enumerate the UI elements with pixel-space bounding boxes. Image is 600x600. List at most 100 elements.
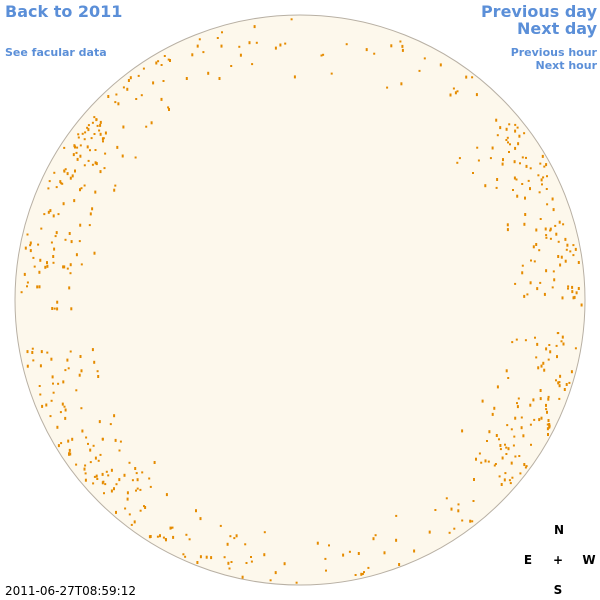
facula-speck [69, 263, 72, 267]
facula-speck [558, 384, 561, 388]
facula-speck [536, 342, 539, 346]
facula-speck [184, 555, 187, 558]
facula-speck [533, 418, 536, 421]
facula-speck [505, 369, 508, 373]
facula-speck [506, 223, 509, 227]
facula-speck [196, 44, 199, 48]
facula-speck [263, 531, 266, 534]
prev-hour-link[interactable]: Previous hour [511, 46, 598, 59]
facula-speck [59, 180, 62, 184]
facula-speck [66, 267, 69, 270]
facula-speck [330, 72, 333, 75]
next-day-link[interactable]: Next day [517, 19, 598, 38]
facula-speck [170, 527, 173, 529]
facula-speck [113, 487, 115, 491]
facula-speck [547, 358, 550, 361]
facula-speck [123, 473, 126, 477]
facula-speck [348, 550, 351, 553]
facula-speck [162, 536, 165, 539]
facula-speck [122, 86, 125, 89]
facula-speck [83, 138, 86, 141]
facula-speck [150, 121, 153, 125]
facula-speck [47, 210, 50, 214]
facula-speck [80, 407, 83, 410]
facula-speck [423, 57, 426, 60]
facula-speck [472, 500, 475, 502]
prev-day-link[interactable]: Previous day [481, 2, 598, 21]
facula-speck [99, 123, 102, 127]
facula-speck [559, 374, 562, 378]
facula-speck [551, 197, 554, 201]
facula-speck [506, 228, 509, 232]
facula-speck [141, 471, 144, 474]
facula-speck [519, 162, 521, 165]
next-hour-link[interactable]: Next hour [536, 59, 598, 72]
facula-speck [568, 381, 571, 384]
facula-speck [274, 46, 277, 50]
facula-speck [77, 136, 80, 139]
facula-speck [549, 227, 552, 231]
facula-speck [559, 263, 562, 267]
facula-speck [510, 461, 513, 465]
facula-speck [145, 125, 148, 128]
facula-speck [163, 55, 166, 57]
facula-speck [223, 556, 226, 559]
facula-speck [524, 213, 527, 216]
facula-speck [489, 157, 492, 160]
facula-speck [456, 161, 459, 164]
facula-speck [465, 75, 468, 79]
facula-speck [38, 385, 41, 387]
facula-speck [153, 461, 156, 464]
back-link[interactable]: Back to 2011 [5, 2, 122, 21]
facula-speck [506, 136, 509, 139]
facula-speck [38, 270, 41, 274]
facula-speck [84, 478, 87, 482]
facula-speck [115, 483, 118, 486]
facula-speck [48, 180, 51, 183]
facula-speck [84, 131, 87, 134]
facula-speck [539, 389, 542, 392]
facula-speck [522, 434, 525, 438]
facula-speck [539, 397, 542, 401]
facula-speck [461, 519, 464, 522]
facula-speck [546, 427, 549, 431]
facula-speck [495, 434, 498, 437]
facula-speck [530, 259, 532, 262]
facula-speck [95, 118, 98, 122]
facula-speck [67, 367, 70, 370]
facula-speck [168, 108, 170, 111]
facula-speck [501, 456, 504, 460]
facula-speck [68, 286, 71, 290]
facula-speck [109, 423, 112, 426]
facula-speck [564, 237, 567, 241]
facula-speck [63, 405, 66, 408]
facula-speck [96, 370, 99, 373]
facula-speck [523, 463, 526, 466]
facula-speck [91, 348, 94, 352]
facula-speck [545, 188, 548, 190]
facula-speck [532, 398, 535, 402]
facula-speck [538, 418, 541, 422]
facula-speck [29, 241, 32, 245]
facula-speck [527, 179, 530, 182]
facula-speck [63, 265, 66, 269]
facula-speck [128, 513, 131, 516]
facula-speck [69, 350, 72, 353]
facula-speck [496, 134, 499, 137]
facula-speck [547, 419, 550, 422]
facula-speck [55, 186, 58, 189]
facula-speck [475, 93, 478, 97]
facula-speck [79, 355, 82, 358]
facula-speck [94, 149, 97, 151]
facula-speck [56, 307, 59, 311]
facula-speck [149, 535, 152, 538]
facular-link[interactable]: See facular data [5, 46, 107, 59]
facula-speck [31, 347, 34, 350]
facula-speck [580, 303, 583, 307]
facula-speck [80, 369, 83, 373]
facula-speck [87, 159, 90, 162]
facula-speck [251, 63, 254, 66]
facula-speck [97, 459, 100, 462]
facula-speck [115, 93, 118, 96]
facula-speck [126, 497, 129, 501]
